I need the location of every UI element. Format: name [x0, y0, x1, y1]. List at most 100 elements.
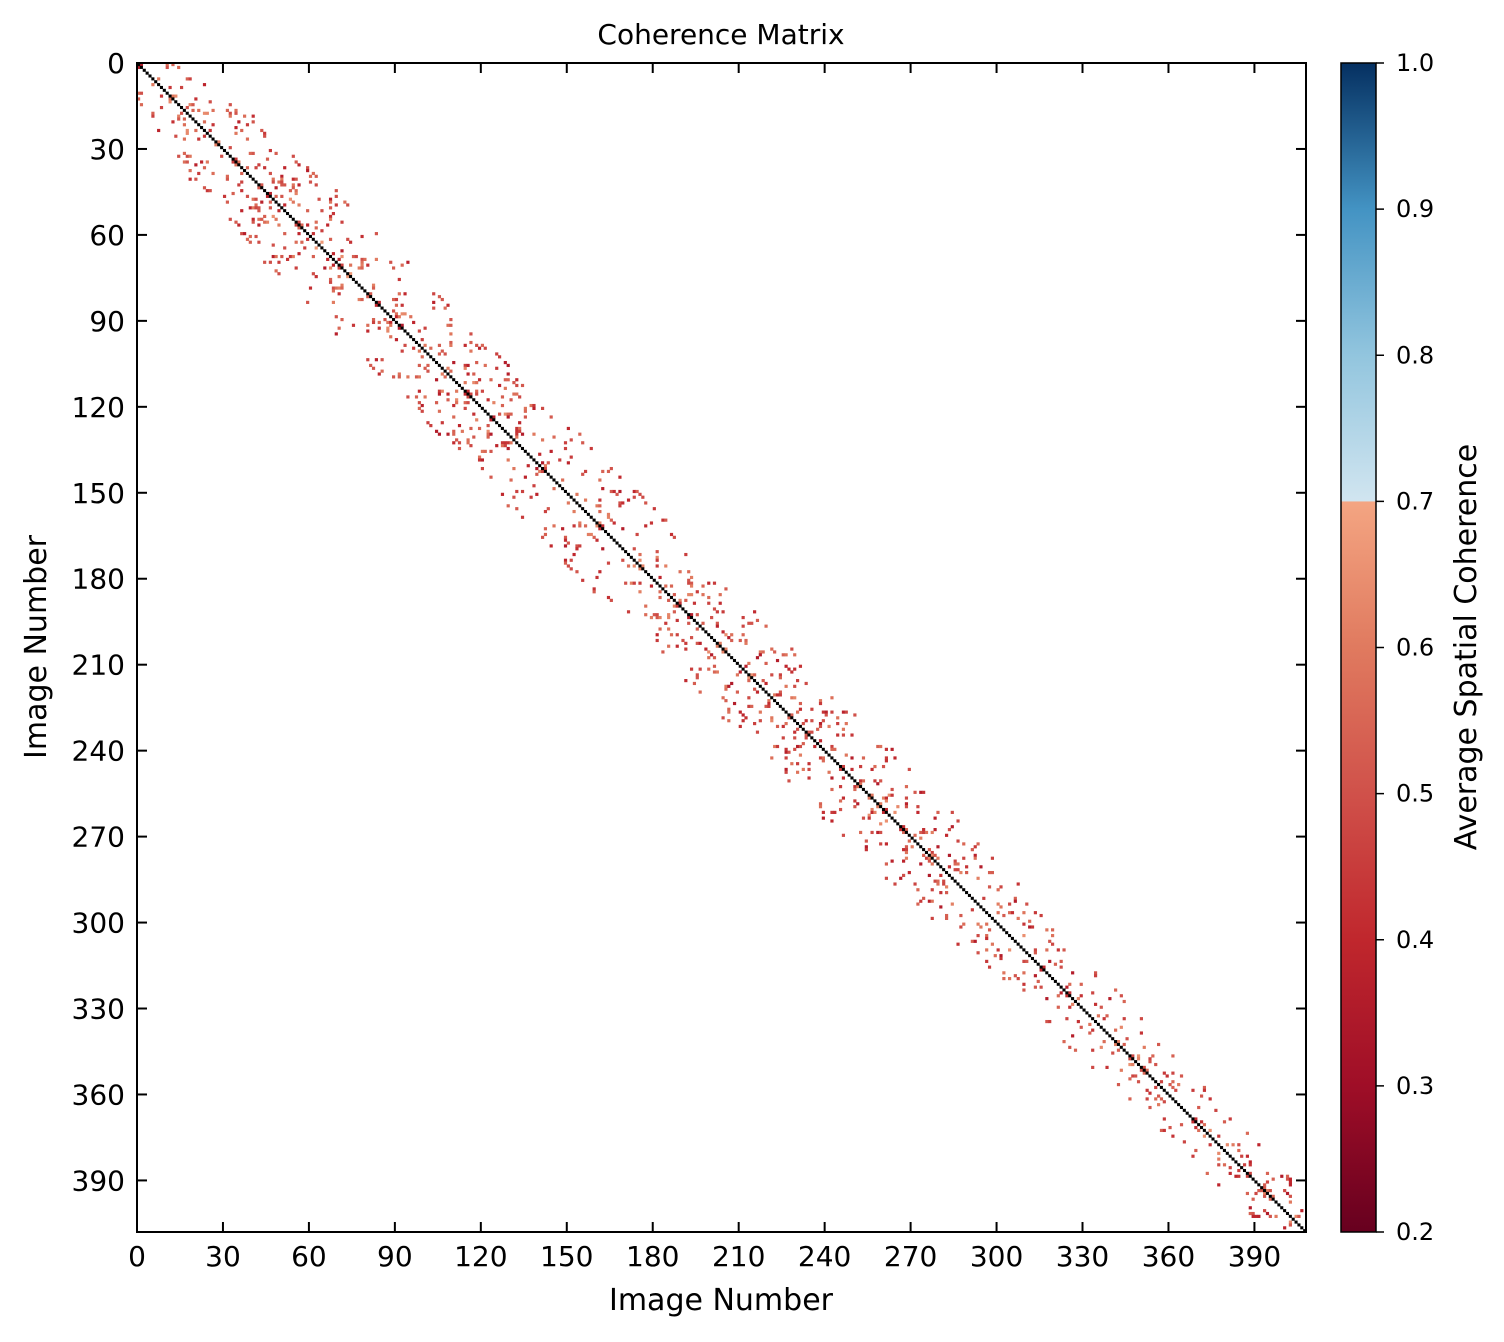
heatmap-cell: [578, 521, 582, 525]
x-tick-label: 330: [1056, 1240, 1109, 1273]
heatmap-cell: [976, 934, 980, 938]
diagonal-cell: [876, 802, 880, 806]
heatmap-cell: [707, 595, 711, 600]
heatmap-cell: [271, 254, 275, 259]
heatmap-cell: [455, 438, 459, 442]
diagonal-cell: [271, 197, 275, 201]
heatmap-cell: [1051, 934, 1055, 938]
heatmap-cell: [724, 587, 728, 591]
x-tick-label: 270: [884, 1240, 937, 1273]
heatmap-cell: [480, 458, 484, 462]
heatmap-cell: [432, 300, 436, 304]
heatmap-cell: [589, 446, 593, 451]
heatmap-cell: [632, 495, 636, 499]
heatmap-cell: [1182, 1140, 1186, 1144]
diagonal-cell: [615, 541, 619, 545]
heatmap-cell: [328, 217, 333, 221]
diagonal-cell: [879, 805, 883, 809]
heatmap-cell: [466, 363, 470, 368]
heatmap-cell: [1062, 948, 1066, 952]
x-tick-label: 180: [626, 1240, 679, 1273]
heatmap-cell: [512, 392, 516, 396]
diagonal-cell: [947, 873, 951, 877]
heatmap-cell: [1042, 965, 1046, 969]
diagonal-cell: [965, 891, 969, 895]
heatmap-cell: [1257, 1214, 1261, 1218]
diagonal-cell: [337, 263, 341, 267]
heatmap-cell: [867, 813, 871, 817]
heatmap-cell: [649, 521, 654, 525]
diagonal-cell: [1042, 968, 1046, 972]
heatmap-cell: [601, 487, 605, 491]
heatmap-cell: [658, 615, 662, 620]
heatmap-cell: [913, 882, 917, 886]
heatmap-cell: [678, 601, 682, 605]
heatmap-cell: [684, 647, 688, 651]
heatmap-cell: [251, 114, 255, 118]
heatmap-cell: [715, 621, 719, 625]
heatmap-cell: [211, 123, 215, 127]
heatmap-cell: [767, 699, 771, 703]
heatmap-cell: [930, 862, 934, 866]
heatmap-cell: [500, 441, 505, 445]
diagonal-cell: [1099, 1025, 1103, 1029]
heatmap-cell: [853, 713, 857, 717]
heatmap-cell: [377, 300, 381, 304]
heatmap-cell: [540, 406, 545, 410]
heatmap-cell: [495, 352, 499, 356]
heatmap-cell: [578, 524, 582, 528]
heatmap-cell: [807, 776, 811, 780]
heatmap-cell: [881, 764, 886, 769]
heatmap-cell: [836, 716, 840, 720]
diagonal-cell: [893, 819, 897, 823]
heatmap-cell: [738, 710, 742, 714]
diagonal-cell: [354, 280, 358, 284]
heatmap-cell: [879, 830, 883, 835]
heatmap-cell: [689, 581, 694, 585]
heatmap-cell: [609, 598, 613, 602]
heatmap-cell: [1142, 1071, 1146, 1075]
heatmap-cell: [311, 254, 315, 259]
heatmap-cell: [234, 157, 238, 161]
diagonal-cell: [962, 888, 966, 892]
heatmap-cell: [306, 169, 310, 173]
heatmap-cell: [775, 724, 780, 729]
heatmap-cell: [294, 240, 298, 244]
diagonal-cell: [440, 366, 444, 370]
heatmap-cell: [1191, 1120, 1195, 1124]
heatmap-cell: [500, 403, 505, 408]
heatmap-cell: [191, 103, 195, 107]
heatmap-cell: [784, 750, 788, 754]
heatmap-cell: [1076, 997, 1080, 1001]
heatmap-cell: [721, 716, 725, 720]
diagonal-cell: [844, 770, 848, 774]
diagonal-cell: [426, 352, 430, 356]
diagonal-cell: [274, 200, 278, 204]
diagonal-cell: [950, 876, 954, 880]
heatmap-cell: [483, 346, 487, 350]
heatmap-cell: [157, 128, 161, 133]
diagonal-cell: [979, 905, 983, 909]
diagonal-cell: [959, 885, 963, 889]
heatmap-cell: [283, 166, 287, 170]
heatmap-cell: [1217, 1163, 1221, 1167]
heatmap-cell: [251, 206, 255, 210]
heatmap-cell: [535, 472, 539, 476]
heatmap-cell: [440, 372, 444, 376]
heatmap-cell: [234, 220, 238, 224]
heatmap-cell: [177, 114, 181, 118]
diagonal-cell: [967, 893, 971, 897]
heatmap-cell: [899, 876, 903, 880]
heatmap-cell: [265, 157, 270, 161]
heatmap-cell: [1168, 1083, 1172, 1087]
heatmap-cell: [764, 681, 768, 686]
heatmap-cell: [300, 240, 304, 244]
diagonal-cell: [658, 584, 662, 588]
heatmap-cell: [237, 183, 241, 187]
heatmap-cell: [397, 372, 401, 376]
heatmap-cell: [446, 323, 450, 327]
y-tick-label: 60: [89, 219, 125, 252]
diagonal-cell: [1105, 1031, 1109, 1035]
heatmap-cell: [841, 710, 846, 714]
heatmap-cell: [859, 764, 863, 769]
